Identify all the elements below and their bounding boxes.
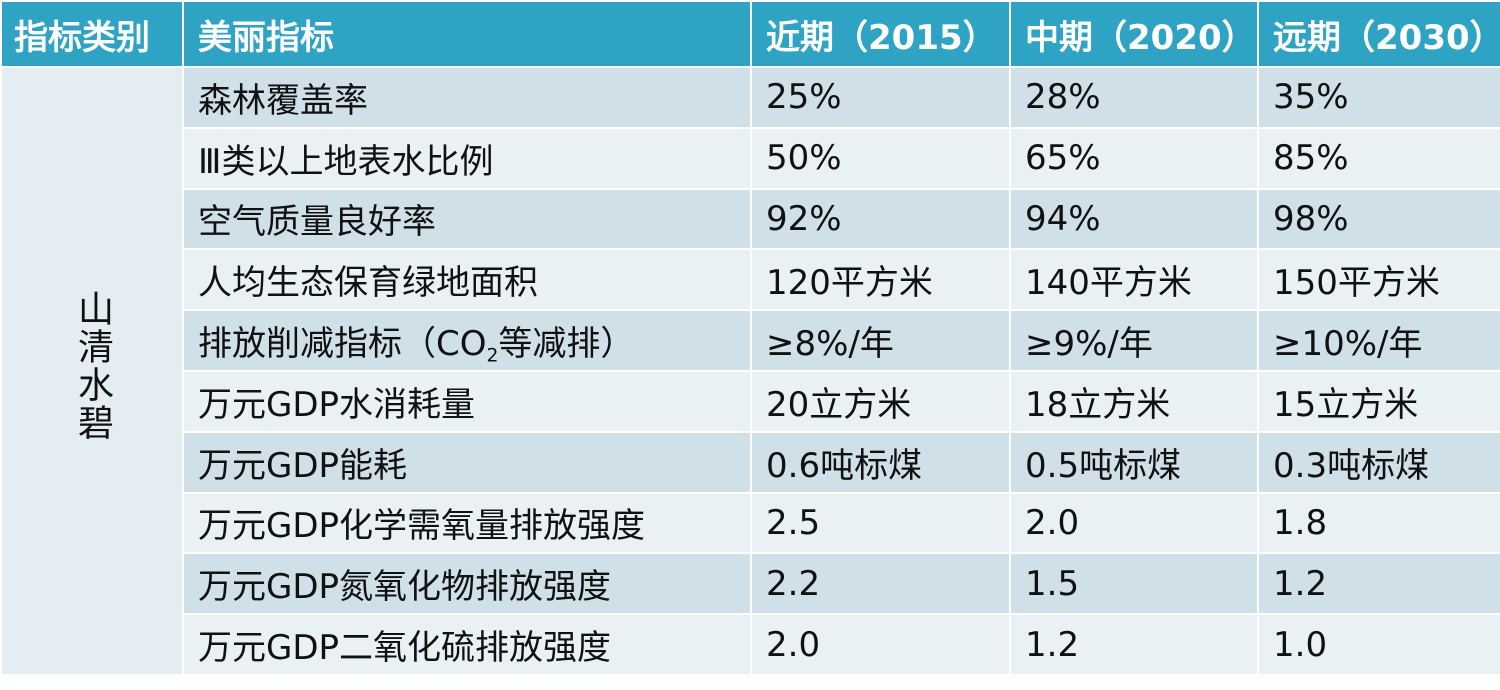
near-term-value: 50%	[750, 126, 1011, 190]
mid-term-value: 2.0	[1009, 491, 1259, 555]
long-term-value: 150平方米	[1257, 248, 1500, 312]
table-row: 万元GDP化学需氧量排放强度 2.5 2.0 1.8	[1, 491, 1500, 555]
mid-term-value: 0.5吨标煤	[1009, 430, 1259, 494]
long-term-value: 15立方米	[1257, 369, 1500, 433]
header-mid-term: 中期（2020）	[1009, 0, 1259, 68]
header-row: 指标类别 美丽指标 近期（2015） 中期（2020） 远期（2030）	[0, 0, 1500, 68]
table-row: 万元GDP氮氧化物排放强度 2.2 1.5 1.2	[1, 552, 1500, 616]
indicator-name: 万元GDP水消耗量	[182, 369, 752, 433]
table-row: 万元GDP能耗 0.6吨标煤 0.5吨标煤 0.3吨标煤	[1, 430, 1500, 494]
indicator-subscript: 2	[486, 345, 499, 367]
long-term-value: 85%	[1257, 126, 1500, 190]
mid-term-value: ≥9%/年	[1009, 309, 1259, 372]
mid-term-value: 1.2	[1009, 613, 1259, 676]
mid-term-value: 1.5	[1009, 552, 1259, 616]
category-cell: 山清水碧	[0, 66, 184, 676]
long-term-value: 1.8	[1257, 491, 1500, 555]
table-row: 排放削减指标（CO2等减排） ≥8%/年 ≥9%/年 ≥10%/年	[1, 309, 1500, 372]
long-term-value: ≥10%/年	[1257, 309, 1500, 372]
table-row: 万元GDP水消耗量 20立方米 18立方米 15立方米	[1, 369, 1500, 433]
near-term-value: 25%	[750, 66, 1011, 129]
indicator-name: 万元GDP二氧化硫排放强度	[182, 613, 752, 676]
table-row: Ⅲ类以上地表水比例 50% 65% 85%	[1, 126, 1500, 190]
table-row: 山清水碧 森林覆盖率 25% 28% 35%	[0, 66, 1500, 676]
table-row: 万元GDP二氧化硫排放强度 2.0 1.2 1.0	[1, 613, 1500, 676]
indicator-name: 空气质量良好率	[182, 187, 752, 251]
indicator-name-prefix: 排放削减指标（CO	[198, 324, 487, 365]
table-row: 空气质量良好率 92% 94% 98%	[1, 187, 1500, 251]
header-near-term: 近期（2015）	[750, 0, 1011, 68]
category-label: 山清水碧	[72, 290, 113, 443]
indicator-name: 人均生态保育绿地面积	[182, 248, 752, 312]
near-term-value: 92%	[750, 187, 1011, 251]
mid-term-value: 18立方米	[1009, 369, 1259, 433]
near-term-value: 0.6吨标煤	[750, 430, 1011, 494]
header-long-term: 远期（2030）	[1257, 0, 1500, 68]
near-term-value: 120平方米	[750, 248, 1011, 312]
near-term-value: ≥8%/年	[750, 309, 1011, 372]
mid-term-value: 94%	[1009, 187, 1259, 251]
indicator-name: Ⅲ类以上地表水比例	[182, 126, 752, 190]
indicator-name: 排放削减指标（CO2等减排）	[182, 309, 752, 372]
near-term-value: 2.5	[750, 491, 1011, 555]
mid-term-value: 28%	[1009, 66, 1259, 129]
near-term-value: 20立方米	[750, 369, 1011, 433]
header-indicator: 美丽指标	[182, 0, 752, 68]
long-term-value: 35%	[1257, 66, 1500, 129]
indicator-name-suffix: 等减排）	[498, 324, 635, 365]
long-term-value: 1.2	[1257, 552, 1500, 616]
long-term-value: 0.3吨标煤	[1257, 430, 1500, 494]
indicator-table: 指标类别 美丽指标 近期（2015） 中期（2020） 远期（2030） 山清水…	[0, 0, 1500, 676]
indicator-name: 万元GDP化学需氧量排放强度	[182, 491, 752, 555]
table-row: 人均生态保育绿地面积 120平方米 140平方米 150平方米	[1, 248, 1500, 312]
header-category: 指标类别	[0, 0, 184, 68]
indicator-name: 森林覆盖率	[182, 66, 752, 129]
indicator-name: 万元GDP能耗	[182, 430, 752, 494]
mid-term-value: 140平方米	[1009, 248, 1259, 312]
near-term-value: 2.0	[750, 613, 1011, 676]
long-term-value: 1.0	[1257, 613, 1500, 676]
long-term-value: 98%	[1257, 187, 1500, 251]
mid-term-value: 65%	[1009, 126, 1259, 190]
near-term-value: 2.2	[750, 552, 1011, 616]
indicator-name: 万元GDP氮氧化物排放强度	[182, 552, 752, 616]
